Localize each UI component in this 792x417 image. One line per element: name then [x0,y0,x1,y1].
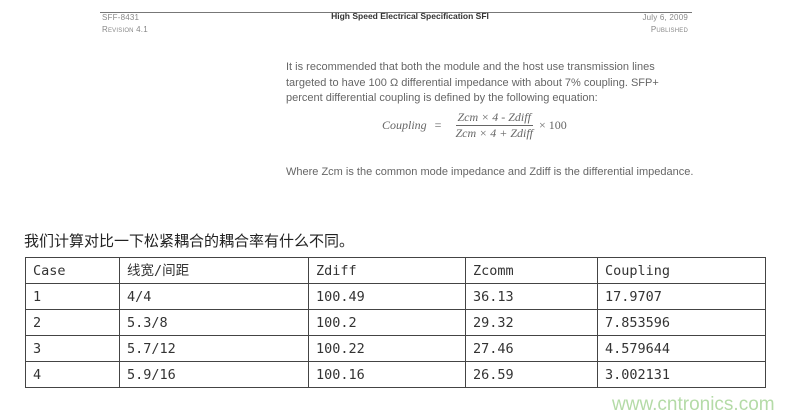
cell: 4/4 [119,283,309,310]
doc-id: SFF-8431 [102,13,140,22]
doc-status: Published [650,25,688,34]
table-row: 4 5.9/16 100.16 26.59 3.002131 [25,361,766,388]
cell: 5.7/12 [119,335,309,362]
cell: 5.3/8 [119,309,309,336]
cell: 7.853596 [597,309,766,336]
cell: 36.13 [465,283,598,310]
equation-numerator: Zcm × 4 - Zdiff [455,110,533,126]
header-zcomm: Zcomm [465,257,598,284]
table-row: 3 5.7/12 100.22 27.46 4.579644 [25,335,766,362]
header-zdiff: Zdiff [308,257,466,284]
cell: 2 [25,309,120,336]
watermark: www.cntronics.com [612,394,775,415]
header-coupling: Coupling [597,257,766,284]
cell: 1 [25,283,120,310]
doc-date: July 6, 2009 [642,13,688,22]
cell: 3 [25,335,120,362]
equation-equals: = [434,118,442,132]
cell: 100.22 [308,335,466,362]
doc-title: High Speed Electrical Specification SFI [331,11,489,21]
cell: 100.16 [308,361,466,388]
cell: 17.9707 [597,283,766,310]
cell: 100.2 [308,309,466,336]
paragraph-definition: Where Zcm is the common mode impedance a… [286,166,694,178]
table-header-row: Case 线宽/间距 Zdiff Zcomm Coupling [25,257,766,284]
cell: 3.002131 [597,361,766,388]
cell: 4 [25,361,120,388]
caption: 我们计算对比一下松紧耦合的耦合率有什么不同。 [24,233,355,250]
cell: 4.579644 [597,335,766,362]
revision: Revision 4.1 [102,25,148,34]
equation-denominator: Zcm × 4 + Zdiff [455,126,533,140]
cell: 5.9/16 [119,361,309,388]
cell: 29.32 [465,309,598,336]
equation-multiplier: × 100 [539,118,567,132]
table-row: 1 4/4 100.49 36.13 17.9707 [25,283,766,310]
coupling-table: Case 线宽/间距 Zdiff Zcomm Coupling 1 4/4 10… [25,257,766,388]
paragraph-coupling: It is recommended that both the module a… [286,61,659,104]
equation-lhs: Coupling [382,118,427,132]
equation-fraction: Zcm × 4 - Zdiff Zcm × 4 + Zdiff [455,110,533,141]
table-row: 2 5.3/8 100.2 29.32 7.853596 [25,309,766,336]
header-width-spacing: 线宽/间距 [119,257,309,284]
cell: 100.49 [308,283,466,310]
header-rule [100,12,692,13]
coupling-equation: Coupling = Zcm × 4 - Zdiff Zcm × 4 + Zdi… [382,110,567,141]
header-case: Case [25,257,120,284]
cell: 27.46 [465,335,598,362]
cell: 26.59 [465,361,598,388]
